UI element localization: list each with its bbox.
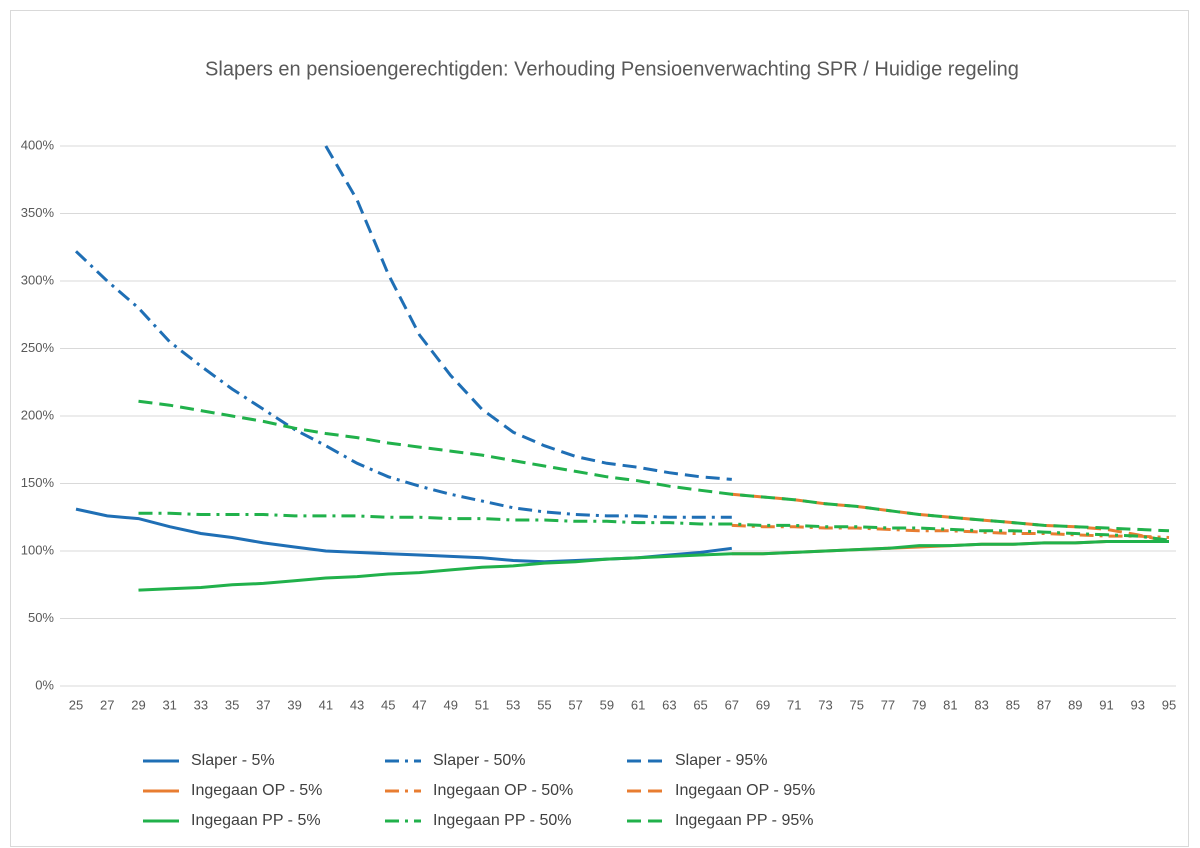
y-tick-label: 100%: [21, 542, 55, 557]
x-tick-label: 79: [912, 697, 926, 712]
series-line: [138, 511, 1170, 542]
x-tick-label: 83: [974, 697, 988, 712]
x-tick-label: 33: [194, 697, 208, 712]
x-tick-label: 43: [350, 697, 364, 712]
x-tick-label: 49: [444, 697, 458, 712]
y-tick-label: 200%: [21, 407, 55, 422]
x-tick-label: 87: [1037, 697, 1051, 712]
x-tick-label: 25: [69, 697, 83, 712]
x-tick-label: 63: [662, 697, 676, 712]
y-tick-label: 0%: [35, 677, 54, 692]
legend-label: Slaper - 5%: [191, 752, 275, 769]
y-tick-label: 150%: [21, 475, 55, 490]
y-tick-label: 300%: [21, 272, 55, 287]
y-tick-label: 400%: [21, 137, 55, 152]
x-tick-label: 73: [818, 697, 832, 712]
x-tick-label: 29: [131, 697, 145, 712]
x-tick-label: 65: [693, 697, 707, 712]
x-tick-label: 53: [506, 697, 520, 712]
x-tick-label: 95: [1162, 697, 1176, 712]
x-tick-label: 57: [568, 697, 582, 712]
series-line: [138, 540, 1169, 592]
x-tick-label: 67: [725, 697, 739, 712]
x-tick-label: 89: [1068, 697, 1082, 712]
y-tick-label: 250%: [21, 340, 55, 355]
x-tick-label: 37: [256, 697, 270, 712]
x-tick-label: 47: [412, 697, 426, 712]
x-tick-label: 45: [381, 697, 395, 712]
legend-label: Ingegaan OP - 5%: [191, 782, 322, 799]
x-tick-label: 85: [1006, 697, 1020, 712]
x-tick-label: 71: [787, 697, 801, 712]
legend-label: Slaper - 95%: [675, 752, 768, 769]
y-tick-label: 50%: [28, 610, 54, 625]
x-tick-label: 93: [1131, 697, 1145, 712]
legend-label: Ingegaan PP - 50%: [433, 812, 571, 829]
x-tick-label: 41: [319, 697, 333, 712]
legend-label: Ingegaan PP - 95%: [675, 812, 813, 829]
x-tick-label: 31: [162, 697, 176, 712]
x-tick-label: 27: [100, 697, 114, 712]
legend-label: Slaper - 50%: [433, 752, 526, 769]
x-tick-label: 39: [287, 697, 301, 712]
x-tick-label: 81: [943, 697, 957, 712]
x-tick-label: 91: [1099, 697, 1113, 712]
x-tick-label: 35: [225, 697, 239, 712]
x-tick-label: 55: [537, 697, 551, 712]
x-tick-label: 51: [475, 697, 489, 712]
series-line: [324, 145, 732, 481]
series-line: [138, 399, 1170, 533]
x-tick-label: 75: [849, 697, 863, 712]
x-tick-label: 61: [631, 697, 645, 712]
series-line: [74, 250, 732, 519]
legend-label: Ingegaan OP - 50%: [433, 782, 573, 799]
x-tick-label: 59: [600, 697, 614, 712]
legend: Slaper - 5% Slaper - 50% Slaper - 95% Ingeg…: [143, 752, 815, 829]
chart-border: [10, 10, 1189, 847]
x-tick-label: 69: [756, 697, 770, 712]
chart-title: Slapers en pensioengerechtigden: Verhoud…: [205, 58, 1019, 80]
x-tick-label: 77: [881, 697, 895, 712]
y-tick-label: 350%: [21, 205, 55, 220]
legend-label: Ingegaan OP - 95%: [675, 782, 815, 799]
legend-label: Ingegaan PP - 5%: [191, 812, 321, 829]
